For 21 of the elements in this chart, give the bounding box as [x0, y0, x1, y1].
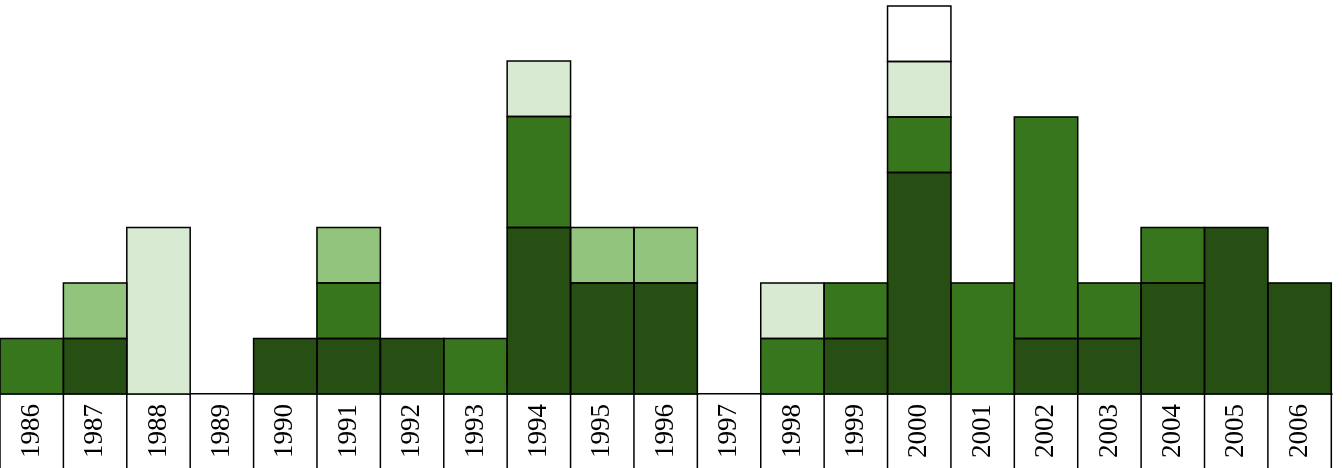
x-tick-label: 1995: [585, 404, 616, 458]
x-tick-label: 1986: [14, 404, 45, 458]
x-tick-label: 2001: [965, 404, 996, 458]
x-tick-label: 2004: [1155, 403, 1186, 458]
x-tick-label: 1992: [395, 404, 426, 458]
x-tick-label: 1996: [648, 404, 679, 458]
x-tick-label: 1991: [331, 404, 362, 458]
x-tick-label: 2000: [902, 404, 933, 458]
x-tick-label: 1999: [838, 404, 869, 458]
x-tick-label: 2006: [1282, 404, 1313, 458]
x-tick-label: 1993: [458, 404, 489, 458]
x-tick-label: 1998: [775, 404, 806, 458]
x-tick-label: 1997: [712, 404, 743, 458]
x-tick-label: 1990: [268, 404, 299, 458]
x-tick-label: 2003: [1092, 404, 1123, 458]
x-tick-label: 1988: [141, 404, 172, 458]
x-tick-label: 2005: [1219, 404, 1250, 458]
x-tick-label: 1994: [521, 403, 552, 458]
x-tick-label: 2002: [1029, 404, 1060, 458]
x-tick-label: 1989: [204, 404, 235, 458]
x-tick-label: 1987: [78, 404, 109, 458]
